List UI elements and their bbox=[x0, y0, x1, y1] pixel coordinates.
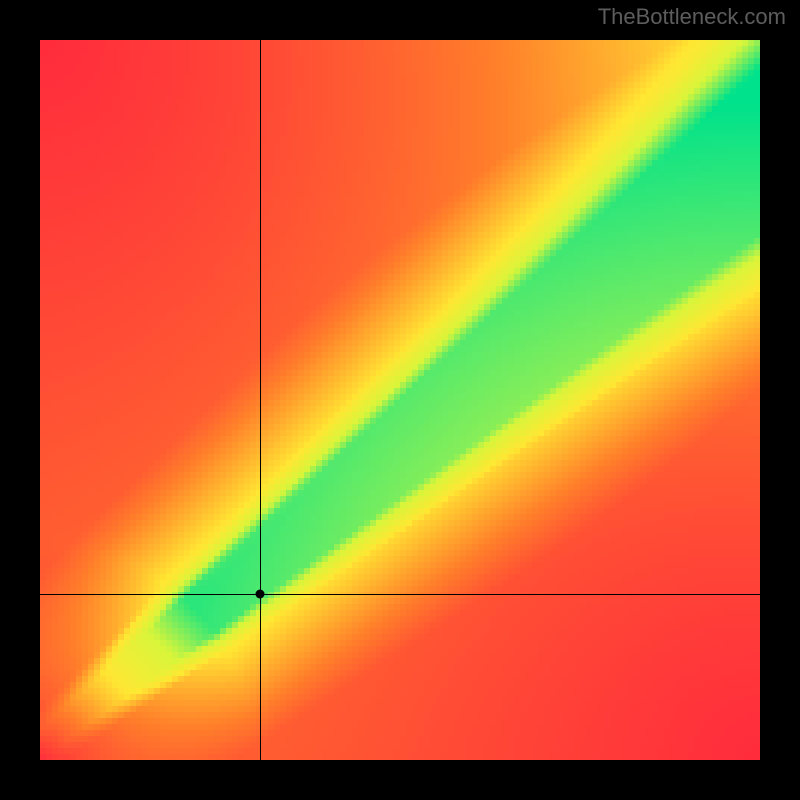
crosshair-vertical bbox=[260, 40, 261, 760]
chart-container: TheBottleneck.com bbox=[0, 0, 800, 800]
watermark-text: TheBottleneck.com bbox=[598, 4, 786, 30]
crosshair-marker bbox=[255, 590, 264, 599]
bottleneck-heatmap bbox=[40, 40, 760, 760]
plot-frame bbox=[40, 40, 760, 760]
crosshair-horizontal bbox=[40, 594, 760, 595]
